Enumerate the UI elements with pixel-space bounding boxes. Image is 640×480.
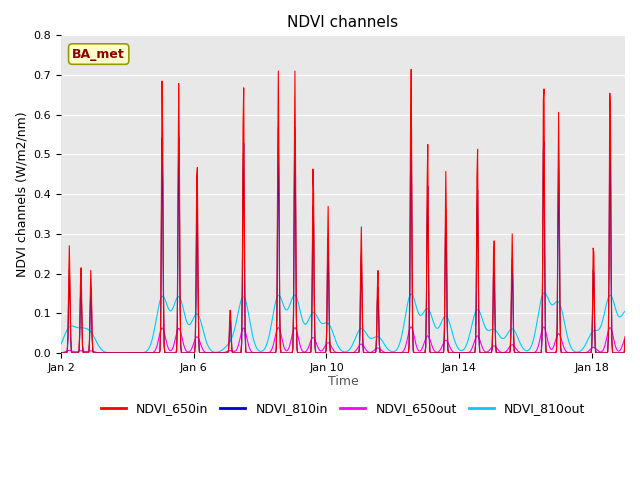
NDVI_650out <box>122 350 130 356</box>
NDVI_810out <box>134 350 141 356</box>
Line: NDVI_650out: NDVI_650out <box>61 327 625 353</box>
NDVI_650in <box>407 67 415 72</box>
NDVI_650in <box>172 350 180 356</box>
NDVI_650out <box>122 350 129 356</box>
Text: BA_met: BA_met <box>72 48 125 60</box>
NDVI_650in <box>57 350 65 356</box>
NDVI_810out <box>57 341 65 347</box>
NDVI_810in <box>115 350 123 356</box>
Y-axis label: NDVI channels (W/m2/nm): NDVI channels (W/m2/nm) <box>15 111 28 277</box>
Legend: NDVI_650in, NDVI_810in, NDVI_650out, NDVI_810out: NDVI_650in, NDVI_810in, NDVI_650out, NDV… <box>95 397 591 420</box>
NDVI_650in <box>115 350 123 356</box>
NDVI_810in <box>621 337 629 343</box>
NDVI_810in <box>490 273 497 278</box>
NDVI_810out <box>122 350 129 356</box>
NDVI_810in <box>172 350 180 356</box>
NDVI_650out <box>172 333 180 339</box>
NDVI_650in <box>397 350 405 356</box>
Line: NDVI_810in: NDVI_810in <box>61 126 625 353</box>
X-axis label: Time: Time <box>328 375 358 388</box>
NDVI_650out <box>397 350 405 356</box>
NDVI_810out <box>541 290 548 296</box>
NDVI_810out <box>172 297 180 303</box>
Line: NDVI_650in: NDVI_650in <box>61 70 625 353</box>
Title: NDVI channels: NDVI channels <box>287 15 399 30</box>
NDVI_810in <box>134 350 141 356</box>
NDVI_650out <box>407 324 415 330</box>
NDVI_650out <box>490 343 497 349</box>
NDVI_810out <box>350 339 358 345</box>
NDVI_650in <box>490 251 497 256</box>
NDVI_810in <box>350 350 358 356</box>
NDVI_650out <box>350 349 358 355</box>
NDVI_650out <box>57 350 65 356</box>
NDVI_810in <box>57 350 65 356</box>
NDVI_650out <box>134 350 141 356</box>
NDVI_650in <box>621 334 629 340</box>
NDVI_810in <box>122 350 130 356</box>
NDVI_810out <box>397 334 405 340</box>
NDVI_810in <box>397 350 405 356</box>
NDVI_810out <box>122 350 130 356</box>
NDVI_810in <box>407 123 415 129</box>
NDVI_650out <box>621 335 629 341</box>
Line: NDVI_810out: NDVI_810out <box>61 293 625 353</box>
NDVI_650in <box>350 350 358 356</box>
NDVI_810out <box>621 309 629 314</box>
NDVI_650in <box>122 350 130 356</box>
NDVI_810out <box>489 326 497 332</box>
NDVI_650in <box>134 350 141 356</box>
